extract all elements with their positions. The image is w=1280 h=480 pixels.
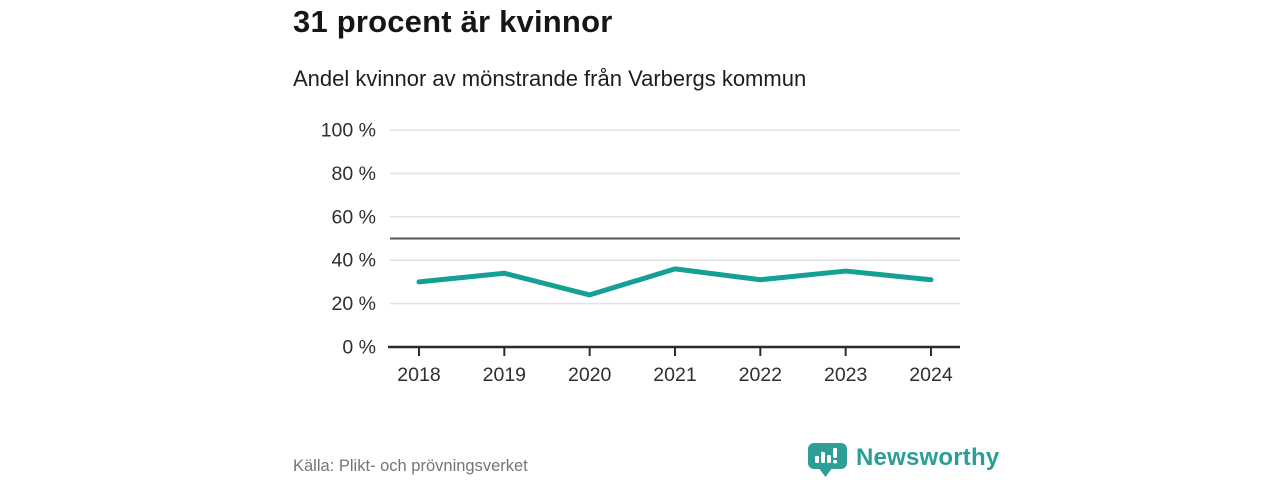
x-tick-label: 2020	[568, 364, 612, 386]
chart-subtitle: Andel kvinnor av mönstrande från Varberg…	[293, 66, 807, 91]
x-tick-label: 2023	[824, 364, 867, 386]
newsworthy-logo-icon	[808, 443, 847, 477]
page-title: 31 procent är kvinnor	[293, 4, 613, 39]
y-tick-label: 20 %	[332, 293, 376, 315]
y-tick-label: 40 %	[332, 250, 376, 272]
x-tick-label: 2018	[397, 364, 440, 386]
newsworthy-brand: Newsworthy	[808, 443, 999, 479]
source-note: Källa: Plikt- och prövningsverket	[293, 457, 528, 475]
y-tick-label: 0 %	[342, 337, 376, 359]
x-tick-label: 2019	[483, 364, 526, 386]
y-tick-label: 100 %	[321, 120, 376, 142]
data-line-andel-kvinnor-av-mönstrande	[416, 266, 934, 298]
x-tick-label: 2024	[909, 364, 953, 386]
newsworthy-wordmark: Newsworthy	[856, 444, 1000, 471]
y-tick-label: 60 %	[332, 206, 376, 228]
line-chart: 0 % 20 % 40 % 60 % 80 % 100 % 2018 2019 2020 2021…	[321, 120, 960, 386]
y-tick-label: 80 %	[332, 163, 376, 185]
x-tick-label: 2022	[739, 364, 782, 386]
x-tick-label: 2021	[653, 364, 696, 386]
